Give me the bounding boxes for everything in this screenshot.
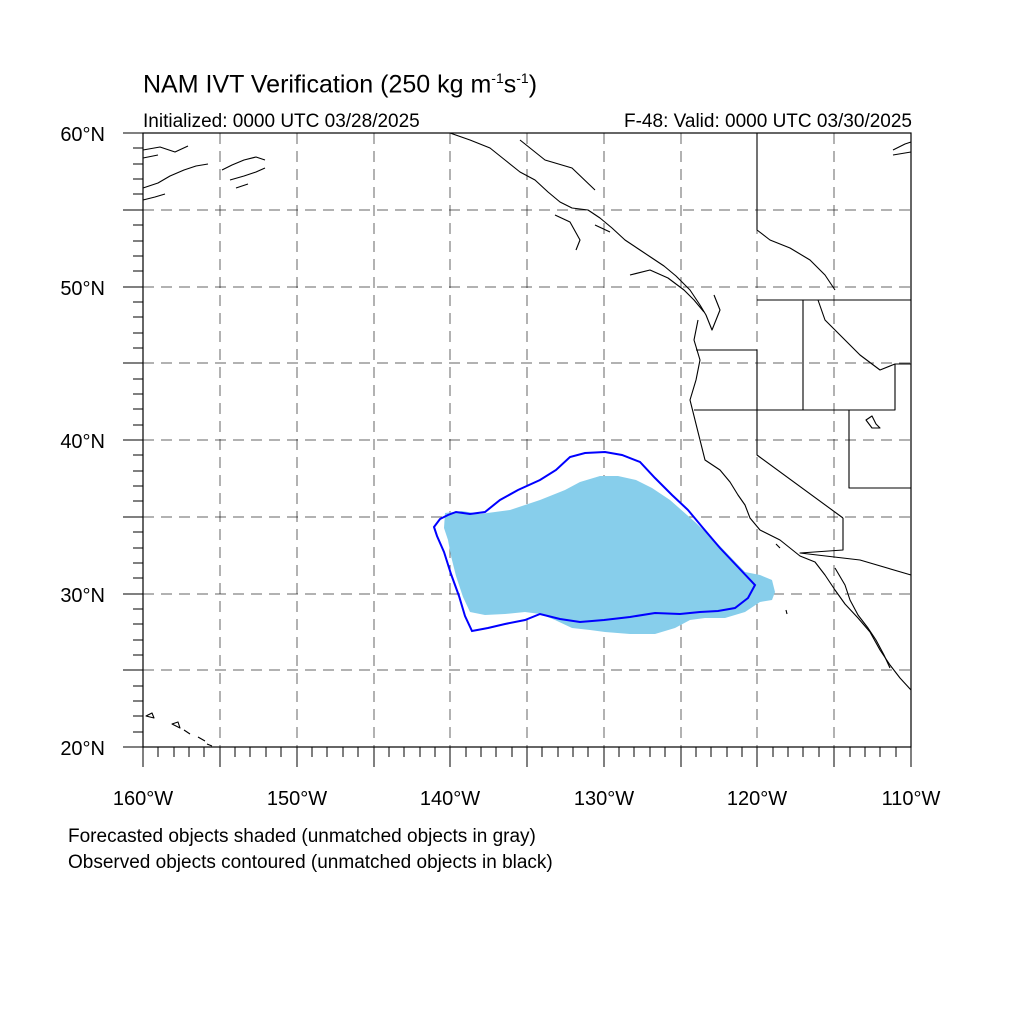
forecast-object (444, 476, 775, 634)
lat-label-60n: 60°N (60, 124, 105, 146)
ticks (123, 132, 912, 767)
lon-label-110w: 110°W (882, 788, 941, 810)
lon-label-150w: 150°W (267, 788, 327, 810)
lon-label-160w: 160°W (113, 788, 173, 810)
lon-label-140w: 140°W (420, 788, 480, 810)
lat-label-50n: 50°N (60, 278, 105, 300)
coastlines (142, 132, 912, 747)
lon-label-130w: 130°W (574, 788, 634, 810)
initialized-time: Initialized: 0000 UTC 03/28/2025 (143, 111, 420, 132)
footnote-observed: Observed objects contoured (unmatched ob… (68, 852, 553, 873)
valid-time: F-48: Valid: 0000 UTC 03/30/2025 (624, 111, 912, 132)
lat-label-40n: 40°N (60, 431, 105, 453)
gridlines (143, 133, 911, 747)
lat-label-20n: 20°N (60, 738, 105, 760)
footnote-forecast: Forecasted objects shaded (unmatched obj… (68, 826, 536, 847)
observed-contour (432, 450, 757, 633)
chart-title: NAM IVT Verification (250 kg m-1s-1) (143, 70, 538, 99)
lat-label-30n: 30°N (60, 585, 105, 607)
lon-label-120w: 120°W (727, 788, 787, 810)
